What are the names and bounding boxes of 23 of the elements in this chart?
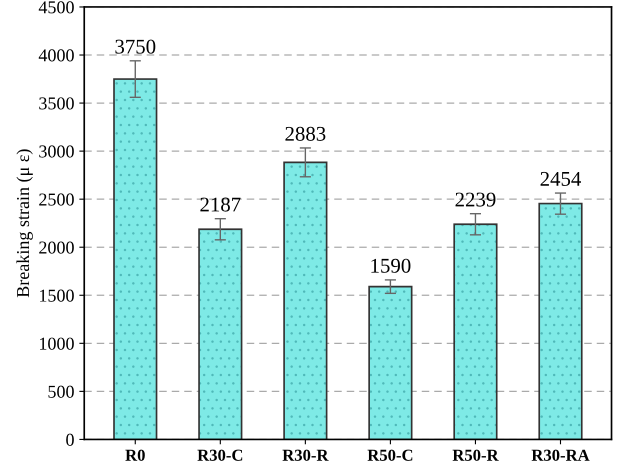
x-tick-label: R30-C (197, 450, 242, 461)
y-tick-label: 2000 (39, 241, 74, 254)
y-tick-label: 0 (66, 434, 74, 446)
y-tick-label: 500 (48, 386, 74, 398)
x-tick-label: R30-RA (532, 450, 590, 461)
y-tick-label: 1500 (40, 290, 74, 302)
y-tick-label: 4500 (38, 1, 74, 14)
y-tick-label: 2500 (39, 193, 74, 206)
y-tick-label: 1000 (40, 338, 74, 350)
data-label: 3750 (115, 40, 156, 54)
y-tick-label: 3500 (39, 97, 74, 110)
data-label: 1590 (371, 258, 410, 273)
x-tick-label: R30-R (282, 450, 329, 461)
data-label: 2187 (200, 198, 241, 212)
data-label: 2239 (456, 192, 496, 207)
x-tick-label: R50-R (452, 450, 499, 461)
x-tick-label: R0 (125, 450, 145, 461)
y-tick-label: 3000 (39, 145, 74, 158)
y-axis-title: Breaking strain (μ ε) (16, 149, 33, 298)
x-tick-label: R50-C (368, 450, 412, 461)
y-tick-label: 4000 (38, 49, 74, 62)
data-label: 2454 (540, 172, 581, 186)
data-label: 2883 (285, 126, 326, 141)
